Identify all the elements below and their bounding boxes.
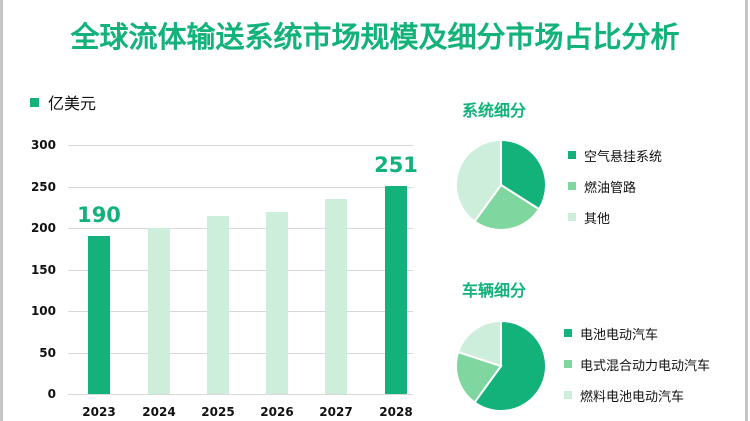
unit-legend: 亿美元: [30, 90, 96, 114]
legend-label: 燃料电池电动汽车: [580, 389, 685, 405]
bar-2028: [385, 185, 407, 394]
system-segment-title: 系统细分: [462, 101, 527, 120]
legend-swatch-icon: [568, 151, 576, 159]
gridline: [68, 353, 413, 354]
gridline: [68, 187, 413, 188]
legend-swatch-icon: [568, 182, 576, 190]
vehicle-legend: 电池电动汽车电式混合动力电动汽车 燃料电池电动汽车: [564, 323, 710, 416]
pie-slice: [455, 138, 502, 223]
legend-label: 燃油管路: [584, 180, 637, 196]
unit-label: 亿美元: [48, 94, 97, 113]
legend-label: 其他: [584, 211, 611, 227]
legend-swatch-icon: [564, 329, 572, 337]
legend-swatch-icon: [564, 360, 572, 368]
legend-item: 电式混合动力电动汽车: [564, 354, 710, 374]
unit-swatch-icon: [30, 97, 39, 107]
x-axis-tick: 2026: [260, 405, 294, 419]
gridline: [68, 270, 413, 271]
x-axis-tick: 2025: [201, 405, 235, 419]
bar-chart: 300 250 200 150 100 50 0 190 2023 2024 2025 2026 202…: [30, 138, 418, 419]
pie-slice: [473, 319, 547, 412]
legend-item: 电池电动汽车: [564, 323, 710, 343]
y-axis-tick: 250: [30, 180, 56, 194]
legend-item: 空气悬挂系统: [568, 145, 662, 165]
legend-swatch-icon: [568, 213, 576, 221]
bar-2026: [266, 212, 288, 394]
bar-value-label: 251: [374, 152, 418, 177]
bar-2025: [207, 216, 229, 394]
legend-label: 电池电动汽车: [580, 327, 659, 343]
y-axis-tick: 200: [30, 221, 56, 235]
page-title: 全球流体输送系统市场规模及细分市场占比分析: [70, 20, 680, 54]
x-axis-tick: 2024: [142, 405, 176, 419]
y-axis-tick: 150: [30, 263, 56, 277]
legend-item: 燃油管路: [568, 176, 662, 196]
bar-value-label: 190: [77, 203, 121, 228]
x-axis-tick: 2023: [82, 405, 116, 419]
gridline: [68, 311, 413, 312]
bar-2023: [88, 236, 110, 394]
y-axis-tick: 100: [30, 304, 56, 318]
pie-slice: [473, 183, 541, 231]
right-border: [745, 0, 748, 421]
legend-item: 燃料电池电动汽车: [564, 385, 710, 405]
legend-label: 空气悬挂系统: [584, 149, 663, 165]
gridline: [68, 145, 413, 146]
system-legend: 空气悬挂系统 燃油管路其他: [568, 145, 662, 238]
bar-2024: [148, 228, 170, 394]
vehicle-pie-chart: [455, 319, 547, 412]
legend-label: 电式混合动力电动汽车: [580, 358, 711, 374]
pie-slice: [455, 350, 503, 404]
y-axis-tick: 300: [30, 138, 56, 152]
legend-item: 其他: [568, 207, 662, 227]
system-pie-chart: [455, 138, 547, 231]
gridline: [68, 394, 413, 395]
left-border: [0, 0, 3, 421]
bar-2027: [325, 198, 347, 394]
y-axis-tick: 50: [39, 346, 56, 360]
y-axis-tick: 0: [47, 387, 56, 401]
legend-swatch-icon: [564, 391, 572, 399]
gridline: [68, 228, 413, 229]
x-axis-tick: 2027: [319, 405, 353, 419]
vehicle-segment-title: 车辆细分: [462, 281, 527, 300]
x-axis-tick: 2028: [379, 405, 413, 419]
pie-slice: [456, 319, 502, 368]
